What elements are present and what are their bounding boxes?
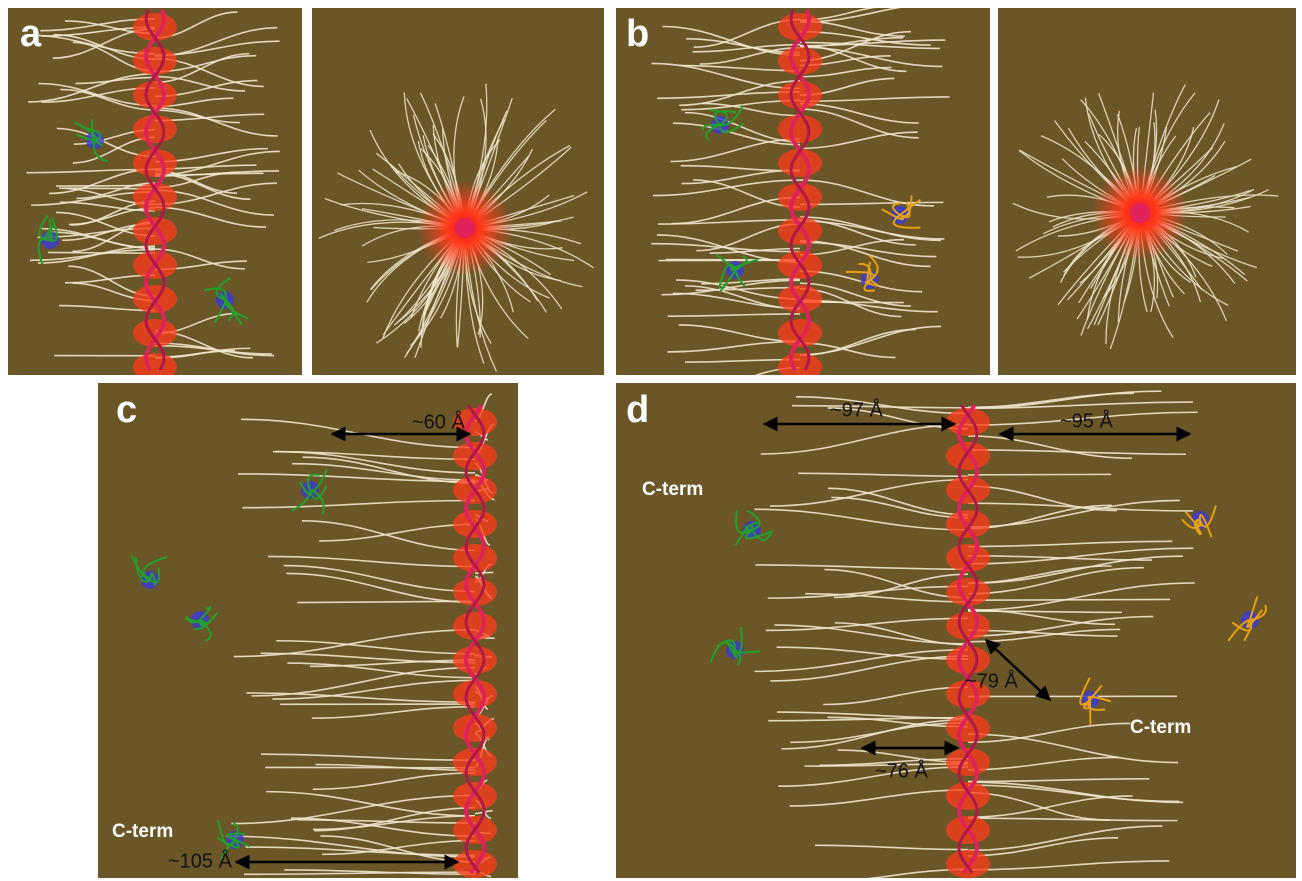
c-term-label: C-term — [642, 479, 703, 500]
panel-label: b — [626, 13, 649, 55]
charge-cloud — [133, 217, 177, 245]
distance-label: ~105 Å — [168, 849, 233, 872]
figure: a b c d ~60 Å C-term ~105 Å C-term ~97 Å… — [0, 0, 1302, 881]
charge-cloud — [946, 442, 990, 470]
c-term-label: C-term — [1130, 717, 1191, 738]
charge-cloud — [778, 81, 822, 109]
charge-cloud — [946, 612, 990, 640]
distance-label: ~60 Å — [412, 410, 465, 433]
charge-cloud — [453, 612, 497, 640]
streamline — [475, 572, 493, 573]
distance-label: ~97 Å — [830, 398, 883, 421]
charge-cloud — [778, 115, 822, 143]
distance-label: ~79 Å — [965, 669, 1018, 692]
charge-cloud — [778, 47, 822, 75]
charge-cloud — [133, 353, 177, 381]
charge-cloud — [133, 81, 177, 109]
charge-cloud — [453, 442, 497, 470]
charge-cloud — [133, 319, 177, 347]
charge-cloud — [453, 782, 497, 810]
c-term-label: C-term — [112, 821, 173, 842]
dna-helix — [455, 218, 475, 238]
charge-cloud — [133, 47, 177, 75]
charge-cloud — [453, 680, 497, 708]
distance-label: ~95 Å — [1060, 409, 1113, 432]
streamline — [56, 185, 155, 186]
charge-cloud — [453, 510, 497, 538]
distance-label: ~76 Å — [875, 759, 928, 782]
panel-label: a — [20, 13, 42, 55]
charge-cloud — [946, 782, 990, 810]
charge-cloud — [133, 115, 177, 143]
charge-cloud — [778, 319, 822, 347]
charge-cloud — [778, 353, 822, 381]
dna-helix — [1130, 203, 1150, 223]
charge-cloud — [778, 217, 822, 245]
panel-label: c — [116, 389, 137, 431]
panel-label: d — [626, 389, 649, 431]
charge-cloud — [946, 510, 990, 538]
charge-cloud — [453, 646, 497, 674]
